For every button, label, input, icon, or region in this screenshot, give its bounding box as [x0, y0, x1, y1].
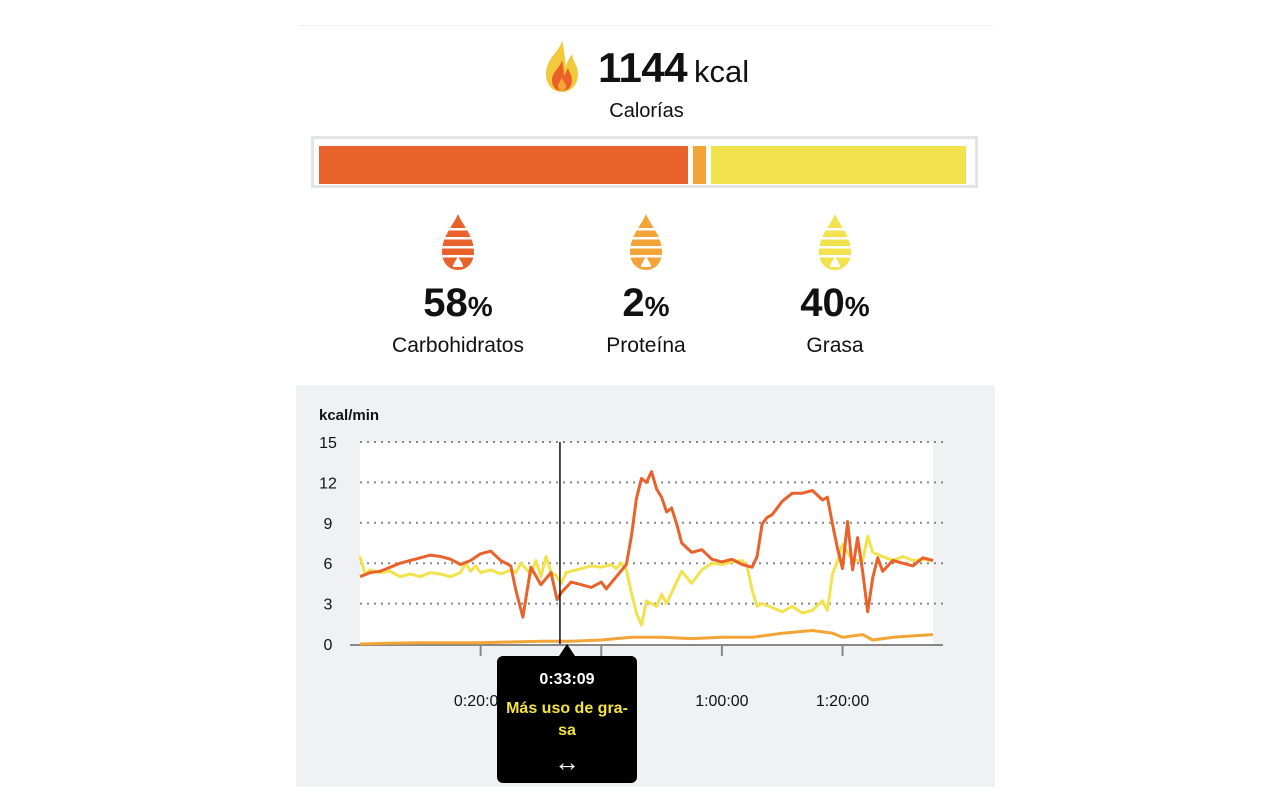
calories-unit: kcal: [694, 54, 750, 89]
y-tick-label: 3: [324, 597, 333, 614]
calories-label: Calorías: [609, 100, 684, 122]
flame-icon: [546, 40, 578, 92]
y-tick-labels: 0 3 6 9 12 15: [319, 435, 337, 654]
x-axis: 0:20:000:40:001:00:001:20:00: [350, 644, 943, 710]
protein-percent: 2: [622, 281, 645, 325]
x-tick-label: 1:20:00: [816, 693, 869, 710]
macro-proportion-bar: [311, 136, 978, 188]
y-tick-label: 12: [319, 475, 337, 492]
y-tick-label: 6: [324, 556, 333, 573]
cursor-tooltip[interactable]: 0:33:09 Más uso de gra- sa ↔: [497, 644, 637, 783]
y-axis-label: kcal/min: [319, 407, 379, 424]
protein-drop-icon: [630, 214, 662, 270]
fat-drop-icon: [819, 214, 851, 270]
calories-value: 1144: [598, 44, 688, 91]
carbs-percent-unit: %: [467, 291, 493, 322]
x-tick-label: 1:00:00: [695, 693, 748, 710]
fat-segment: [711, 146, 966, 184]
series-line: [359, 629, 934, 646]
macro-protein: 2% Proteína: [556, 212, 736, 358]
fat-percent: 40: [800, 281, 845, 325]
y-tick-label: 0: [324, 637, 333, 654]
macro-carbs: 58% Carbohidratos: [368, 212, 548, 358]
macro-fat: 40% Grasa: [745, 212, 925, 358]
protein-percent-unit: %: [644, 291, 670, 322]
top-divider: [298, 25, 993, 26]
series-line: [358, 534, 934, 627]
plot-area: [360, 442, 933, 644]
carbs-segment: [319, 146, 688, 184]
y-tick-label: 15: [319, 435, 337, 452]
series-lines: [358, 470, 934, 646]
carbs-label: Carbohidratos: [392, 334, 524, 357]
carbs-drop-icon: [442, 214, 474, 270]
fat-percent-unit: %: [844, 291, 870, 322]
series-line: [359, 470, 934, 619]
tooltip-message: Más uso de gra- sa: [506, 700, 628, 739]
protein-segment: [693, 146, 706, 184]
carbs-percent: 58: [423, 281, 468, 325]
fat-label: Grasa: [806, 334, 864, 357]
x-tick-label: 0:20:00: [454, 693, 507, 710]
left-right-arrow-icon[interactable]: ↔: [554, 747, 580, 777]
y-tick-label: 9: [324, 516, 333, 533]
tooltip-time: 0:33:09: [539, 671, 595, 688]
protein-label: Proteína: [606, 334, 686, 357]
